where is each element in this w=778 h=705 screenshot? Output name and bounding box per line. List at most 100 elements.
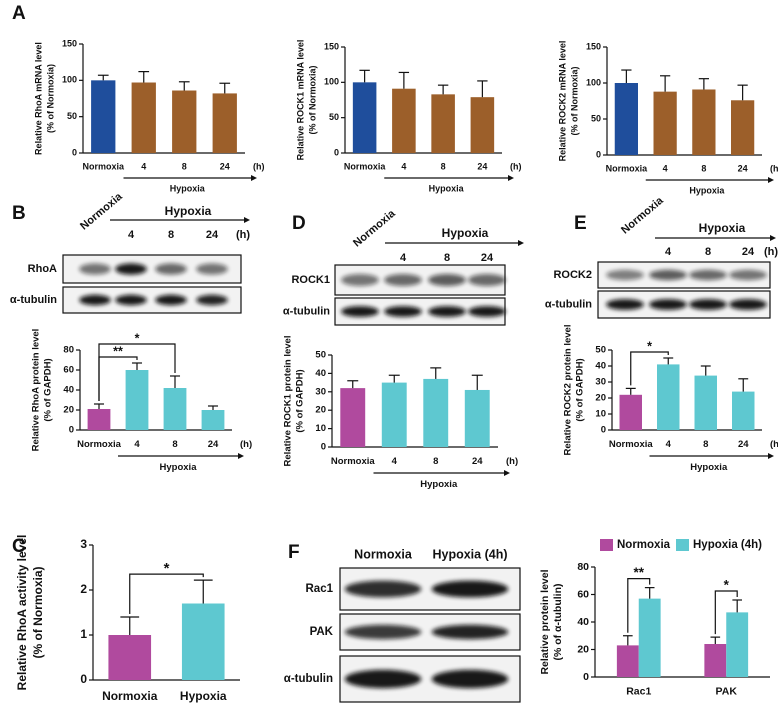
y-tick-label: 20 bbox=[63, 405, 74, 416]
x-tick-label: 8 bbox=[701, 163, 706, 173]
x-tick-label: 8 bbox=[433, 456, 438, 467]
x-tick-label: 4 bbox=[141, 161, 146, 171]
y-tick-label: 40 bbox=[577, 616, 589, 628]
y-tick-label: 50 bbox=[591, 113, 601, 123]
bar bbox=[732, 391, 755, 430]
error-bar bbox=[625, 387, 636, 395]
blot-band bbox=[606, 269, 644, 281]
bar bbox=[108, 635, 152, 680]
y-axis-title: (% of Normoxia) bbox=[45, 64, 55, 133]
error-bar bbox=[660, 75, 671, 92]
error-bar bbox=[347, 380, 359, 389]
y-tick-label: 30 bbox=[315, 386, 326, 397]
blot-band bbox=[729, 269, 767, 281]
significance-bracket bbox=[129, 573, 204, 614]
blot-band bbox=[431, 669, 509, 689]
error-bar bbox=[359, 69, 370, 83]
error-bar bbox=[437, 84, 449, 95]
bar bbox=[657, 364, 680, 430]
bar bbox=[172, 90, 197, 153]
x-tick-label: 24 bbox=[220, 161, 230, 171]
blot-control-label: Normoxia bbox=[78, 190, 125, 232]
y-tick-label: 100 bbox=[62, 75, 77, 85]
y-tick-label: 20 bbox=[577, 643, 589, 655]
error-bar bbox=[193, 579, 213, 604]
x-tick-label: 8 bbox=[172, 439, 177, 450]
bar bbox=[381, 382, 407, 447]
x-tick-label: 24 bbox=[738, 163, 748, 173]
unit-label: (h) bbox=[510, 161, 522, 171]
x-tick-label: Normoxia bbox=[77, 439, 122, 450]
bar bbox=[638, 598, 661, 677]
y-tick-label: 40 bbox=[315, 368, 326, 379]
bar bbox=[87, 409, 111, 430]
group-arrowhead bbox=[504, 470, 510, 476]
group-arrowhead bbox=[768, 177, 774, 183]
y-tick-label: 30 bbox=[595, 377, 606, 388]
blot-band bbox=[344, 669, 422, 689]
error-bar bbox=[169, 375, 181, 388]
blot-time-label: 4 bbox=[665, 246, 672, 258]
bar bbox=[694, 375, 717, 430]
x-tick-label: 24 bbox=[208, 439, 219, 450]
significance-bracket bbox=[98, 343, 176, 401]
bar bbox=[212, 93, 237, 153]
bar bbox=[692, 89, 716, 155]
blot-band bbox=[384, 306, 422, 317]
panel-label: F bbox=[288, 542, 300, 563]
bar bbox=[340, 388, 366, 447]
bar bbox=[431, 94, 455, 153]
blot-row-label: α-tubulin bbox=[10, 294, 57, 306]
y-axis-title: Relative RhoA mRNA level bbox=[33, 42, 43, 155]
unit-label: (h) bbox=[770, 163, 778, 173]
bar bbox=[619, 394, 642, 430]
x-tick-label: Normoxia bbox=[606, 163, 649, 173]
error-bar bbox=[732, 599, 742, 613]
bar bbox=[125, 370, 149, 430]
blot-band bbox=[689, 269, 727, 281]
y-axis-title: (% of Normoxia) bbox=[569, 66, 579, 135]
blot-band bbox=[431, 580, 509, 598]
y-tick-label: 50 bbox=[595, 345, 606, 356]
x-tick-label: 4 bbox=[134, 439, 140, 450]
y-axis-title: Relative protein level bbox=[539, 569, 551, 674]
bar bbox=[614, 83, 638, 155]
error-bar bbox=[219, 82, 231, 94]
blot-band bbox=[341, 274, 379, 286]
bar bbox=[131, 82, 156, 153]
significance-label: ** bbox=[113, 344, 123, 358]
x-tick-label: 4 bbox=[392, 456, 398, 467]
y-tick-label: 0 bbox=[72, 147, 77, 157]
unit-label: (h) bbox=[240, 439, 252, 450]
blot-time-label: 8 bbox=[444, 252, 450, 264]
y-tick-label: 40 bbox=[63, 385, 74, 396]
unit-label: (h) bbox=[770, 439, 778, 450]
blot-band bbox=[689, 299, 727, 310]
blot-row-label: Rac1 bbox=[306, 583, 334, 595]
panel-label: C bbox=[12, 536, 26, 557]
group-label: Hypoxia bbox=[429, 183, 465, 193]
blot-band bbox=[344, 624, 422, 640]
y-tick-label: 0 bbox=[321, 442, 326, 453]
x-tick-label: PAK bbox=[716, 685, 738, 697]
blot-band bbox=[729, 299, 767, 310]
blot-arrowhead bbox=[518, 240, 524, 246]
blot-group-label: Hypoxia bbox=[165, 204, 212, 218]
error-bar bbox=[93, 403, 105, 409]
y-tick-label: 50 bbox=[329, 112, 339, 122]
blot-band bbox=[115, 263, 147, 275]
bar bbox=[653, 91, 677, 155]
y-tick-label: 150 bbox=[62, 38, 77, 48]
blot-row-label: PAK bbox=[310, 626, 334, 638]
y-axis-title: (% of α-tubulin) bbox=[552, 583, 564, 660]
y-tick-label: 1 bbox=[80, 627, 87, 641]
legend-swatch bbox=[676, 539, 689, 551]
error-bar bbox=[388, 374, 400, 383]
blot-band bbox=[384, 274, 422, 286]
group-label: Hypoxia bbox=[170, 183, 206, 193]
y-axis-title: Relative RhoA protein level bbox=[31, 329, 42, 452]
x-tick-label: Rac1 bbox=[626, 685, 651, 697]
error-bar bbox=[698, 78, 709, 90]
x-tick-label: 24 bbox=[738, 439, 749, 450]
